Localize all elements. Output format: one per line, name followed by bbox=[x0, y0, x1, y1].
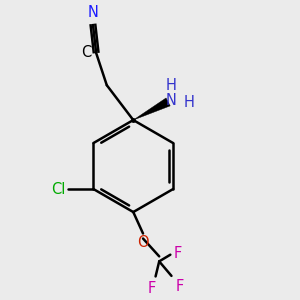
Text: O: O bbox=[137, 235, 148, 250]
Text: H: H bbox=[183, 95, 194, 110]
Polygon shape bbox=[133, 98, 170, 120]
Text: F: F bbox=[148, 281, 156, 296]
Text: F: F bbox=[176, 279, 184, 294]
Text: N: N bbox=[166, 93, 177, 108]
Text: C: C bbox=[81, 45, 92, 60]
Text: Cl: Cl bbox=[51, 182, 66, 196]
Text: H: H bbox=[166, 78, 177, 93]
Text: F: F bbox=[174, 245, 182, 260]
Text: N: N bbox=[87, 5, 98, 20]
